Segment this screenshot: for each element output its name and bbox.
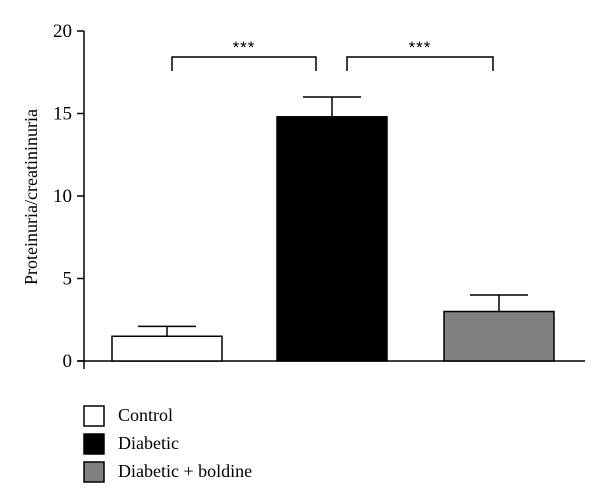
legend-label: Diabetic bbox=[118, 433, 179, 453]
significance-bracket bbox=[171, 56, 317, 71]
legend-swatch bbox=[83, 405, 105, 427]
y-axis-title: Proteinuria/creatininuria bbox=[21, 109, 41, 285]
significance-label: *** bbox=[409, 38, 432, 57]
y-tick-label: 0 bbox=[63, 351, 73, 372]
legend-swatch bbox=[83, 461, 105, 483]
error-bars bbox=[138, 96, 528, 337]
bar bbox=[443, 310, 555, 362]
significance-label: *** bbox=[233, 38, 256, 57]
significance-brackets: *** *** bbox=[171, 38, 494, 71]
legend-swatch bbox=[83, 433, 105, 455]
y-tick-label: 10 bbox=[53, 186, 72, 207]
legend: Control Diabetic Diabetic + boldine bbox=[83, 405, 252, 483]
significance-bracket bbox=[346, 56, 494, 71]
bars bbox=[111, 116, 555, 362]
y-tick-label: 5 bbox=[63, 269, 73, 290]
y-tick-label: 15 bbox=[53, 104, 72, 125]
legend-label: Diabetic + boldine bbox=[118, 461, 252, 481]
bar bbox=[111, 335, 223, 362]
bar bbox=[276, 116, 388, 362]
y-tick-label: 20 bbox=[53, 21, 72, 42]
legend-label: Control bbox=[118, 405, 173, 425]
